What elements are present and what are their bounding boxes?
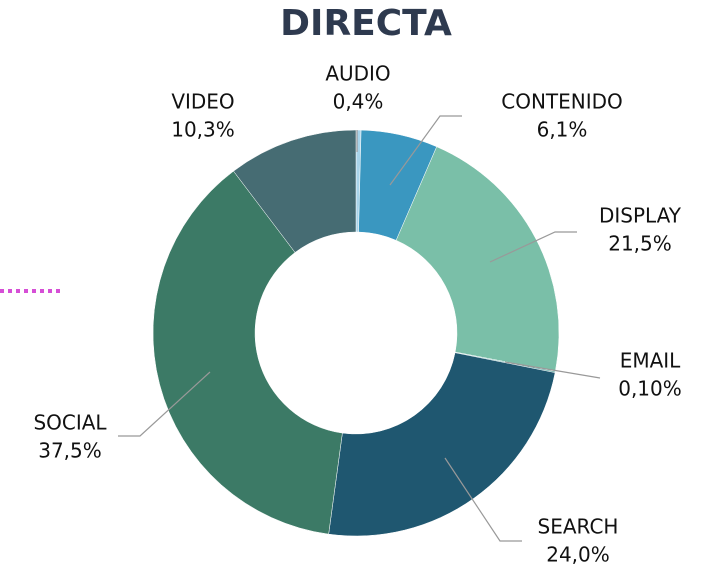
leader-line	[444, 457, 522, 542]
slice-value-label: 10,3%	[171, 118, 235, 142]
donut-slice	[152, 170, 343, 535]
slice-label: SOCIAL	[33, 411, 107, 435]
chart-title: DIRECTA	[280, 3, 452, 44]
slice-label: VIDEO	[171, 90, 234, 114]
donut-slice	[395, 146, 560, 372]
leader-line	[118, 371, 211, 437]
donut-slice	[328, 352, 556, 537]
slice-label: SEARCH	[538, 515, 619, 539]
leader-line	[504, 361, 601, 379]
slice-label: AUDIO	[325, 62, 390, 86]
slice-value-label: 21,5%	[608, 232, 672, 256]
slice-label: DISPLAY	[599, 204, 682, 228]
slice-value-label: 37,5%	[38, 439, 102, 463]
donut-slice	[233, 129, 357, 253]
slice-value-label: 0,4%	[333, 90, 384, 114]
leader-line	[389, 115, 462, 186]
slice-value-label: 6,1%	[537, 118, 588, 142]
slice-value-label: 24,0%	[546, 543, 610, 567]
slice-label: CONTENIDO	[501, 90, 623, 114]
slice-label: EMAIL	[620, 349, 681, 373]
slice-value-label: 0,10%	[618, 377, 682, 401]
leader-line	[489, 231, 577, 263]
